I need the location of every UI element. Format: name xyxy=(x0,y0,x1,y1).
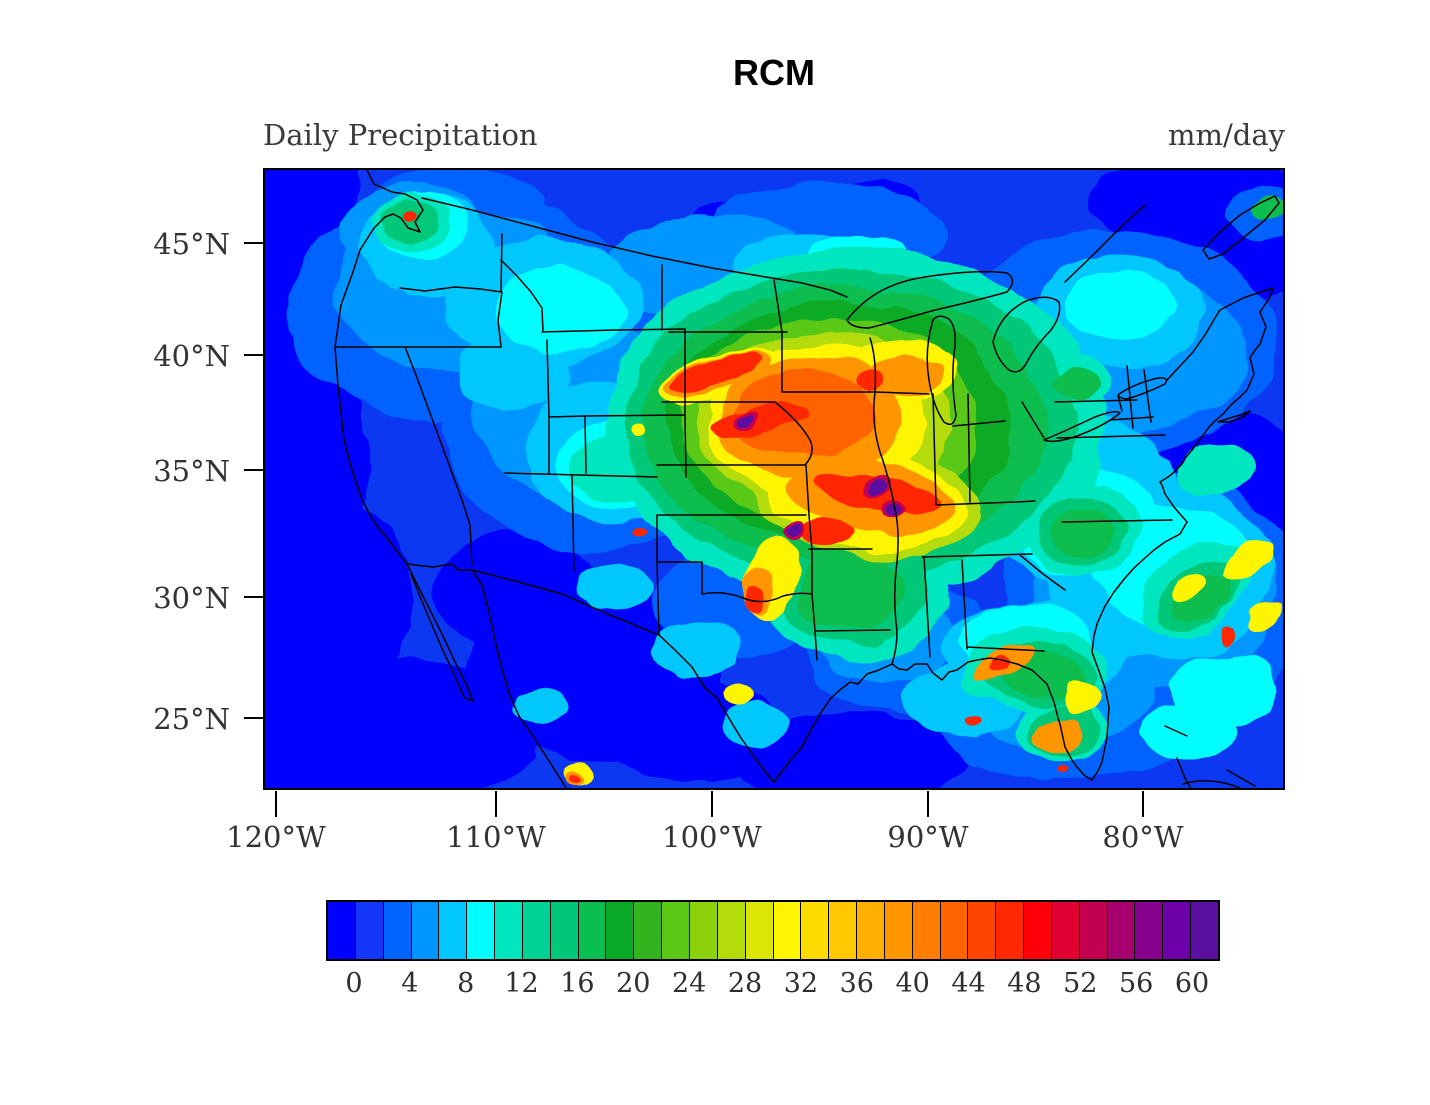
colorbar-cell xyxy=(1050,902,1079,959)
lake-erie xyxy=(1043,410,1121,443)
precipitation-map-svg xyxy=(265,170,1283,788)
colorbar-tick-label: 16 xyxy=(560,968,595,999)
colorbar-cell xyxy=(438,902,467,959)
lat-tick-label: 35°N xyxy=(153,454,230,488)
colorbar-tick-label: 52 xyxy=(1063,968,1098,999)
axis-tick xyxy=(244,717,263,719)
state-borders-east xyxy=(1054,365,1173,523)
subtitle-units: mm/day xyxy=(1167,118,1285,152)
colorbar-cell xyxy=(1134,902,1163,959)
colorbar-cell xyxy=(661,902,689,959)
nova-scotia xyxy=(1202,195,1280,260)
axis-tick xyxy=(244,596,263,598)
colorbar-cell xyxy=(354,902,383,959)
colorbar-cell xyxy=(1106,902,1135,959)
colorbar-tick-label: 44 xyxy=(951,968,986,999)
colorbar-cell xyxy=(995,902,1024,959)
colorbar-cells xyxy=(326,900,1220,961)
colorbar-cell xyxy=(521,902,550,959)
colorbar-cell xyxy=(688,902,717,959)
axis-tick xyxy=(244,242,263,244)
colorbar-cell xyxy=(800,902,829,959)
lat-tick-label: 30°N xyxy=(153,581,230,615)
lon-tick-label: 120°W xyxy=(226,820,326,854)
axis-tick xyxy=(244,469,263,471)
state-borders-plains xyxy=(656,279,891,661)
st-lawrence-north-shore xyxy=(1064,204,1146,283)
colorbar-cell xyxy=(828,902,857,959)
colorbar-cell xyxy=(549,902,578,959)
lat-tick-label: 45°N xyxy=(153,227,230,261)
colorbar-cell xyxy=(967,902,996,959)
lon-tick-label: 100°W xyxy=(662,820,762,854)
colorbar-cell xyxy=(744,902,773,959)
subtitle-left: Daily Precipitation xyxy=(263,118,538,152)
colorbar-cell xyxy=(466,902,495,959)
colorbar-cell xyxy=(382,902,411,959)
st-lawrence-border xyxy=(1166,287,1274,381)
colorbar-tick-label: 12 xyxy=(504,968,539,999)
colorbar-cell xyxy=(1162,902,1191,959)
colorbar-tick-label: 28 xyxy=(727,968,763,999)
colorbar-cell xyxy=(577,902,606,959)
colorbar-cell xyxy=(716,902,745,959)
us-canada-border xyxy=(421,197,848,298)
axis-tick xyxy=(275,791,277,817)
axis-tick xyxy=(1142,791,1144,817)
state-borders-west xyxy=(334,233,687,571)
precipitation-map xyxy=(263,168,1285,790)
colorbar-tick-label: 4 xyxy=(401,968,419,999)
colorbar-tick-label: 0 xyxy=(345,968,363,999)
colorbar-cell xyxy=(1190,902,1218,959)
colorbar-cell xyxy=(856,902,884,959)
lat-tick-label: 40°N xyxy=(153,339,230,373)
state-borders-midwest xyxy=(874,391,1123,506)
colorbar-tick-label: 48 xyxy=(1007,968,1042,999)
colorbar-cell xyxy=(911,902,940,959)
lon-tick-label: 110°W xyxy=(446,820,546,854)
colorbar-cell xyxy=(1023,902,1051,959)
lake-superior xyxy=(846,270,1014,329)
boundary-layer xyxy=(334,170,1280,788)
pacific-coastline xyxy=(334,170,424,565)
colorbar-tick-label: 24 xyxy=(672,968,707,999)
axis-tick xyxy=(244,354,263,356)
colorbar-cell xyxy=(883,902,912,959)
colorbar-cell xyxy=(633,902,662,959)
colorbar-tick-label: 60 xyxy=(1174,968,1210,999)
lon-tick-label: 90°W xyxy=(887,820,969,854)
precip-contour-layer xyxy=(265,170,1283,788)
us-mexico-border xyxy=(406,563,775,783)
lat-tick-label: 25°N xyxy=(153,702,230,736)
colorbar-cell xyxy=(1078,902,1107,959)
axis-tick xyxy=(495,791,497,817)
colorbar-cell xyxy=(605,902,634,959)
lake-huron xyxy=(992,296,1061,373)
long-island xyxy=(1217,410,1251,423)
colorbar-tick-label: 32 xyxy=(783,968,819,999)
colorbar-tick-label: 8 xyxy=(457,968,475,999)
lake-michigan xyxy=(926,315,957,426)
colorbar-labels: 0 4 8 12 16 20 24 28 32 36 40 44 48 52 56 60 xyxy=(326,968,1220,1008)
bahamas-cuba-islands xyxy=(1164,725,1256,788)
colorbar-cell xyxy=(410,902,439,959)
colorbar-tick-label: 56 xyxy=(1119,968,1154,999)
colorbar-tick-label: 40 xyxy=(895,968,930,999)
colorbar-cell xyxy=(772,902,801,959)
axis-tick xyxy=(711,791,713,817)
axis-tick xyxy=(927,791,929,817)
page-title: RCM xyxy=(733,52,815,93)
state-borders-south xyxy=(921,553,1066,658)
colorbar-cell xyxy=(494,902,522,959)
gulf-atlantic-coastline xyxy=(773,287,1274,783)
colorbar-tick-label: 36 xyxy=(839,968,874,999)
subtitle-row: Daily Precipitation mm/day xyxy=(263,118,1285,152)
gulf-of-california-coast xyxy=(481,584,567,788)
colorbar-cell xyxy=(939,902,968,959)
baja-peninsula xyxy=(406,563,474,702)
lon-tick-label: 80°W xyxy=(1102,820,1184,854)
colorbar-cell xyxy=(328,902,355,959)
colorbar-tick-label: 20 xyxy=(616,968,651,999)
